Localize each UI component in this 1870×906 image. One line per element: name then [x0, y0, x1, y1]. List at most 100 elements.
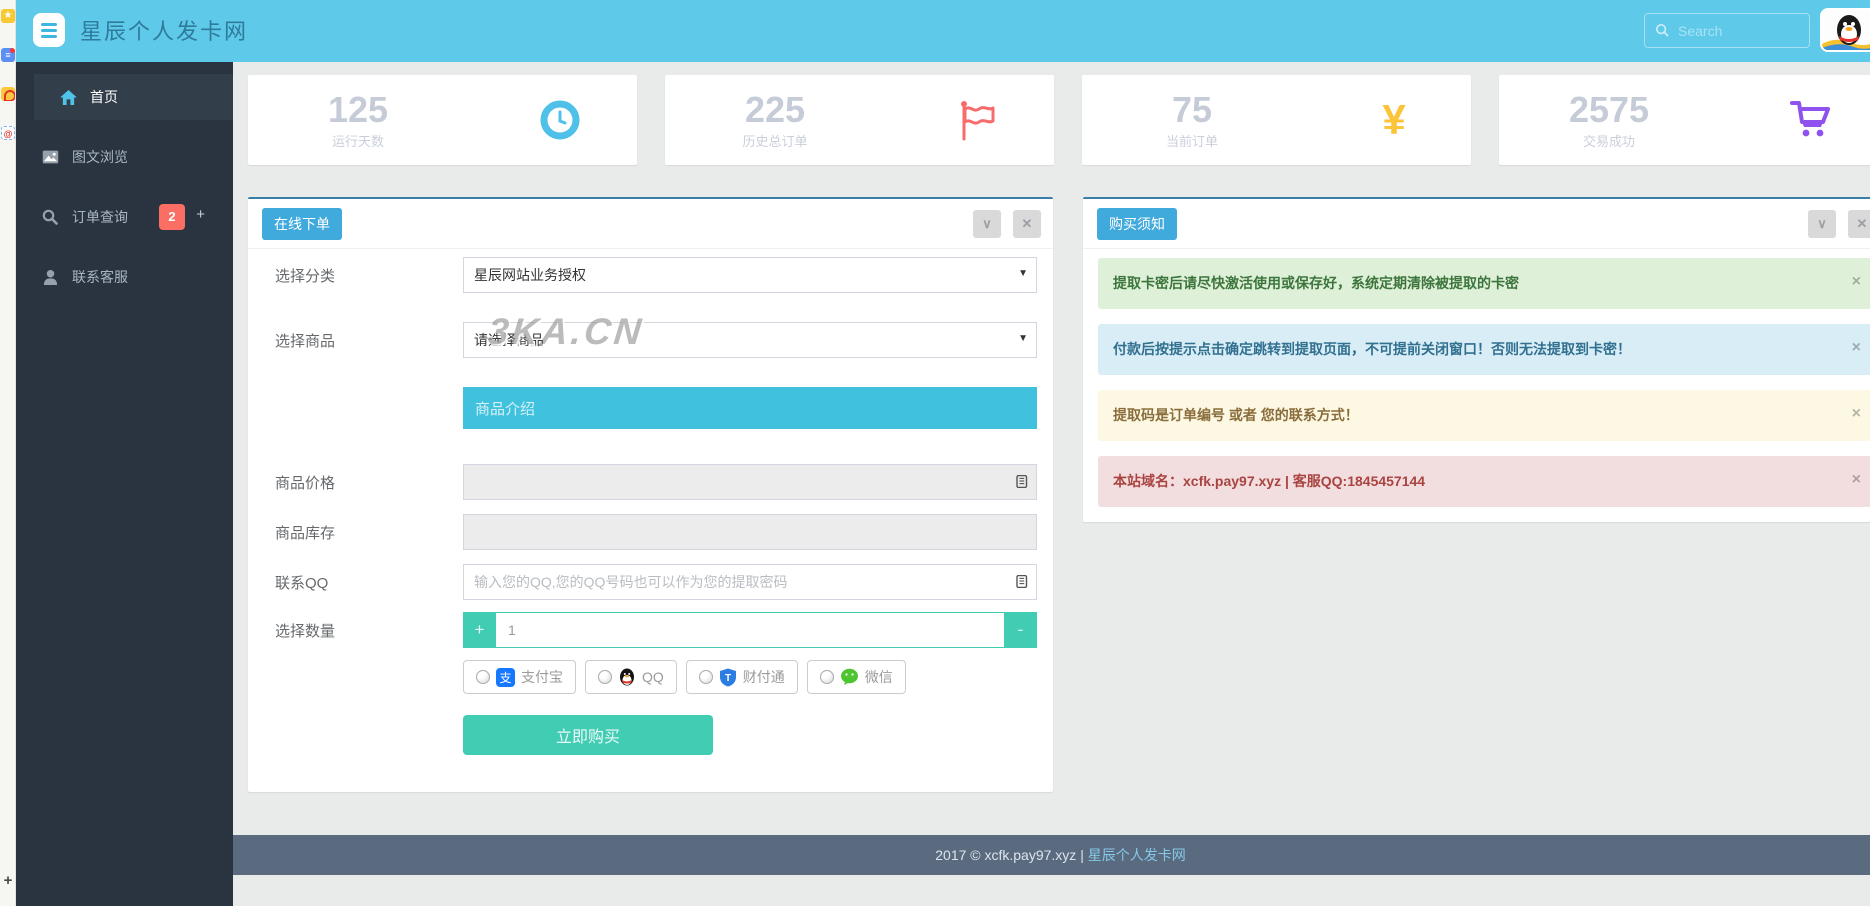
- chevron-down-icon: ▼: [1018, 333, 1028, 344]
- quantity-increase-button[interactable]: +: [463, 612, 496, 648]
- user-icon: [40, 268, 60, 286]
- sidebar-item-home[interactable]: 首页: [34, 74, 233, 120]
- bookmark-star-icon[interactable]: ★: [1, 9, 15, 23]
- svg-text:T: T: [725, 673, 731, 684]
- search-icon: [1655, 23, 1669, 37]
- radio-icon[interactable]: [819, 670, 834, 684]
- radio-icon[interactable]: [598, 670, 612, 684]
- weibo-icon[interactable]: [1, 87, 15, 101]
- radio-icon[interactable]: [476, 670, 490, 684]
- category-label: 选择分类: [275, 267, 336, 285]
- stat-label: 当前订单: [1165, 133, 1218, 149]
- close-icon[interactable]: ×: [1851, 273, 1861, 290]
- order-count-badge: 2: [159, 204, 185, 230]
- online-order-panel: 在线下单 ∨ ✕ 3KA.CN 选择分类 星辰网站业务授权 ▼: [248, 197, 1053, 792]
- stat-value: 2575: [1568, 88, 1650, 130]
- stats-row: 125 运行天数 225 历史总订单 75 当前订单: [248, 75, 1870, 165]
- sidebar-item-label: 图文浏览: [72, 149, 128, 165]
- svg-text:支: 支: [499, 671, 511, 685]
- site-title: 星辰个人发卡网: [80, 19, 249, 44]
- search-icon: [40, 208, 60, 226]
- collapse-panel-button[interactable]: ∨: [973, 210, 1001, 238]
- tenpay-icon: T: [719, 668, 736, 686]
- product-intro-banner: 商品介绍: [463, 387, 1037, 429]
- sidebar: 首页 图文浏览 订单查询 2 + 联系客服: [16, 62, 233, 906]
- close-icon[interactable]: ×: [1851, 339, 1861, 356]
- sidebar-item-label: 首页: [90, 89, 118, 105]
- stat-label: 历史总订单: [742, 133, 808, 149]
- qq-icon: [620, 668, 634, 685]
- close-icon[interactable]: ×: [1851, 471, 1861, 488]
- yen-icon: ¥: [1382, 96, 1406, 143]
- contact-qq-label: 联系QQ: [275, 574, 329, 592]
- notice-info: 付款后按提示点击确定跳转到提取页面，不可提前关闭窗口！否则无法提取到卡密！ ×: [1098, 324, 1870, 375]
- stat-card-total-orders: 225 历史总订单: [665, 75, 1054, 165]
- chevron-down-icon: ▼: [1018, 268, 1028, 279]
- stat-value: 225: [744, 88, 806, 130]
- user-avatar[interactable]: [1820, 8, 1870, 52]
- payment-methods: 支 支付宝 QQ T: [463, 660, 1037, 694]
- top-navbar: 星辰个人发卡网: [16, 0, 1870, 62]
- payment-option-tenpay[interactable]: T 财付通: [685, 660, 798, 694]
- quantity-decrease-button[interactable]: -: [1004, 612, 1037, 648]
- payment-option-wechat[interactable]: 微信: [806, 660, 906, 694]
- footer-site-link[interactable]: 星辰个人发卡网: [1087, 847, 1186, 863]
- clock-icon: [538, 98, 582, 142]
- book-icon: [1016, 574, 1028, 593]
- panel-title-badge: 在线下单: [262, 207, 342, 240]
- sidebar-item-order-query[interactable]: 订单查询 2 +: [16, 194, 233, 240]
- payment-option-qq[interactable]: QQ: [585, 660, 677, 694]
- contact-qq-input[interactable]: [463, 564, 1037, 600]
- sidebar-item-contact-support[interactable]: 联系客服: [16, 254, 233, 300]
- flag-icon: [955, 98, 999, 142]
- stat-label: 运行天数: [331, 133, 384, 149]
- price-field: [463, 464, 1037, 500]
- product-label: 选择商品: [275, 332, 336, 350]
- sidebar-item-gallery[interactable]: 图文浏览: [16, 134, 233, 180]
- buy-now-button[interactable]: 立即购买: [463, 715, 713, 755]
- sidebar-item-label: 联系客服: [72, 269, 128, 285]
- payment-option-alipay[interactable]: 支 支付宝: [463, 660, 576, 694]
- stat-card-days-running: 125 运行天数: [248, 75, 637, 165]
- wechat-icon: [840, 668, 858, 685]
- stat-card-current-orders: 75 当前订单 ¥: [1082, 75, 1471, 165]
- quantity-label: 选择数量: [275, 622, 336, 640]
- page-footer: 2017 © xcfk.pay97.xyz | 星辰个人发卡网: [233, 835, 1870, 875]
- browser-edge-strip: ★ ≡ @ +: [0, 0, 16, 906]
- close-panel-button[interactable]: ✕: [1848, 210, 1870, 238]
- badge-plus-icon[interactable]: +: [196, 206, 205, 223]
- close-icon[interactable]: ×: [1851, 405, 1861, 422]
- search-box: [1644, 13, 1810, 48]
- radio-icon[interactable]: [698, 670, 713, 684]
- home-icon: [58, 88, 78, 106]
- price-label: 商品价格: [275, 474, 336, 492]
- main-content: 125 运行天数 225 历史总订单 75 当前订单: [233, 62, 1870, 906]
- stock-field: [463, 514, 1037, 550]
- notice-danger: 本站域名：xcfk.pay97.xyz | 客服QQ:1845457144 ×: [1098, 456, 1870, 507]
- product-select[interactable]: 请选择商品 ▼: [463, 322, 1037, 358]
- notice-success: 提取卡密后请尽快激活使用或保存好，系统定期清除被提取的卡密 ×: [1098, 258, 1870, 309]
- image-icon: [40, 148, 60, 166]
- sidebar-toggle-button[interactable]: [33, 13, 65, 47]
- quantity-stepper: + -: [463, 612, 1037, 648]
- stat-label: 交易成功: [1582, 133, 1635, 149]
- quantity-input[interactable]: [496, 612, 1004, 648]
- cart-icon: [1789, 98, 1833, 142]
- panel-title-badge: 购买须知: [1097, 207, 1177, 240]
- book-icon: [1016, 474, 1028, 493]
- sidebar-item-label: 订单查询: [72, 209, 128, 225]
- mail-icon[interactable]: @: [1, 126, 15, 140]
- category-select[interactable]: 星辰网站业务授权 ▼: [463, 257, 1037, 293]
- stat-value: 125: [327, 88, 389, 130]
- stat-card-success-trades: 2575 交易成功: [1499, 75, 1870, 165]
- collapse-panel-button[interactable]: ∨: [1808, 210, 1836, 238]
- search-input[interactable]: [1678, 22, 1799, 39]
- notes-icon[interactable]: ≡: [1, 48, 15, 62]
- stat-value: 75: [1171, 88, 1213, 130]
- notice-warning: 提取码是订单编号 或者 您的联系方式！ ×: [1098, 390, 1870, 441]
- copyright-text: 2017 © xcfk.pay97.xyz |: [935, 847, 1084, 863]
- close-panel-button[interactable]: ✕: [1013, 210, 1041, 238]
- stock-label: 商品库存: [275, 524, 336, 542]
- alipay-icon: 支: [496, 667, 515, 687]
- add-bookmark-icon[interactable]: +: [3, 872, 13, 889]
